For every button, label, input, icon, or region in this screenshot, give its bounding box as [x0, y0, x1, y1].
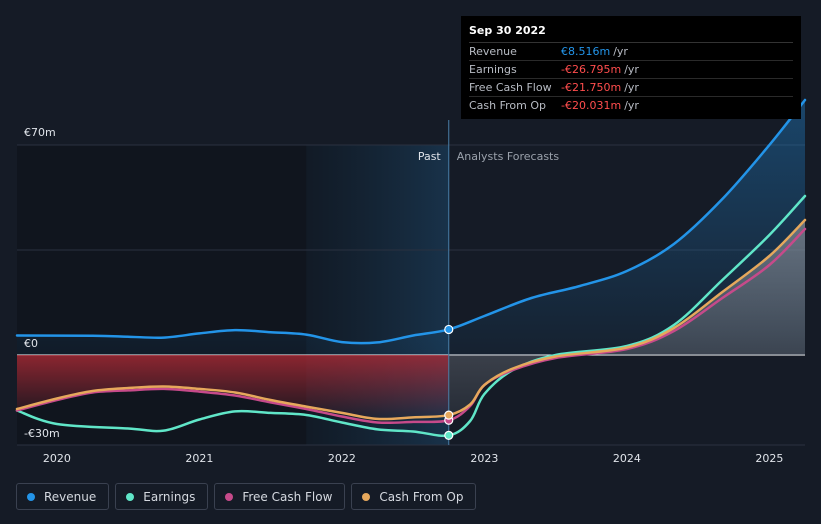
- legend-dot-icon: [225, 492, 234, 501]
- legend-label: Revenue: [44, 489, 97, 504]
- tooltip-label: Earnings: [469, 63, 517, 76]
- legend-item-cash-from-op[interactable]: Cash From Op: [351, 483, 477, 510]
- tooltip-value: -€21.750m: [561, 81, 622, 94]
- legend-label: Free Cash Flow: [242, 489, 333, 504]
- axis-tick-labels: €70m €0 -€30m 2020 2021 2022 2023 2024 2025: [24, 126, 783, 465]
- series-markers: [444, 324, 454, 440]
- past-label: Past: [418, 150, 442, 163]
- legend-dot-icon: [362, 492, 371, 501]
- legend-item-free-cash-flow[interactable]: Free Cash Flow: [214, 483, 346, 510]
- legend-dot-icon: [126, 492, 135, 501]
- series-lines: [15, 98, 807, 438]
- tooltip: Sep 30 2022 Revenue €8.516m /yr Earnings…: [461, 16, 801, 119]
- negative-area: [17, 355, 449, 420]
- legend-label: Earnings: [143, 489, 196, 504]
- series-areas: [17, 100, 805, 420]
- y-tick-label: €0: [24, 337, 38, 350]
- x-tick-label: 2020: [43, 452, 71, 465]
- free-cash-flow-line: [15, 227, 807, 425]
- y-tick-label: €70m: [24, 126, 56, 139]
- legend: Revenue Earnings Free Cash Flow Cash Fro…: [16, 483, 477, 510]
- x-tick-label: 2021: [185, 452, 213, 465]
- tooltip-label: Free Cash Flow: [469, 81, 552, 94]
- tooltip-row-free-cash-flow: Free Cash Flow -€21.750m /yr: [469, 79, 793, 97]
- forecast-label: Analysts Forecasts: [457, 150, 560, 163]
- legend-item-earnings[interactable]: Earnings: [115, 483, 209, 510]
- legend-dot-icon: [27, 492, 35, 501]
- revenue-area: [17, 100, 805, 355]
- tooltip-row-earnings: Earnings -€26.795m /yr: [469, 61, 793, 79]
- x-tick-label: 2025: [755, 452, 783, 465]
- y-tick-label: -€30m: [24, 427, 60, 440]
- tooltip-date: Sep 30 2022: [469, 24, 793, 43]
- tooltip-unit: /yr: [624, 99, 639, 112]
- earnings-line: [15, 194, 807, 438]
- tooltip-value: -€20.031m: [561, 99, 622, 112]
- tooltip-unit: /yr: [624, 63, 639, 76]
- revenue-marker: [444, 324, 454, 335]
- tooltip-row-cash-from-op: Cash From Op -€20.031m /yr: [469, 97, 793, 114]
- tooltip-label: Cash From Op: [469, 99, 547, 112]
- legend-item-revenue[interactable]: Revenue: [16, 483, 110, 510]
- tooltip-value: €8.516m: [561, 45, 611, 58]
- x-tick-label: 2022: [328, 452, 356, 465]
- x-tick-label: 2024: [613, 452, 641, 465]
- earnings-marker: [444, 430, 454, 440]
- legend-label: Cash From Op: [379, 489, 464, 504]
- tooltip-value: -€26.795m: [561, 63, 622, 76]
- cash-forecast-area: [448, 220, 805, 416]
- revenue-line: [15, 98, 807, 345]
- cash-from-op-line: [15, 218, 807, 421]
- tooltip-row-revenue: Revenue €8.516m /yr: [469, 43, 793, 61]
- cash-from-op-marker: [444, 410, 454, 420]
- tooltip-label: Revenue: [469, 45, 517, 58]
- tooltip-unit: /yr: [613, 45, 628, 58]
- tooltip-unit: /yr: [624, 81, 639, 94]
- x-tick-label: 2023: [470, 452, 498, 465]
